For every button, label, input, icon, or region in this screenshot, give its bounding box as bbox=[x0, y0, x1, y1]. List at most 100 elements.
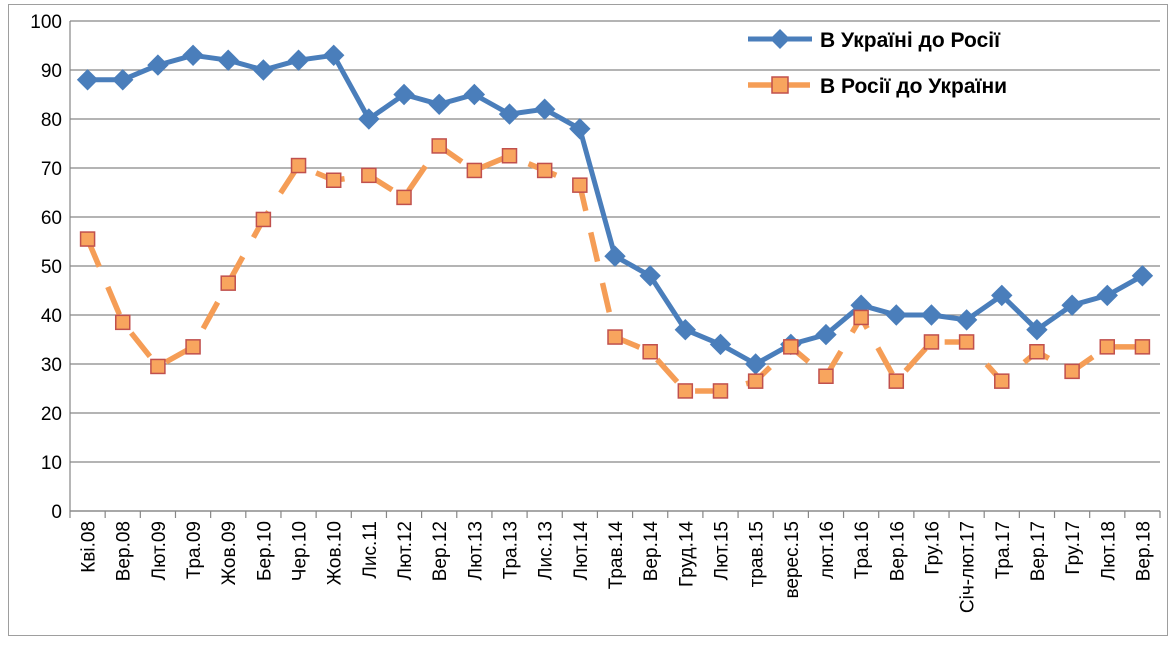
x-tick-label: Вер.18 bbox=[1133, 521, 1154, 581]
y-tick-label: 20 bbox=[41, 404, 62, 425]
data-point-ukraine-to-russia bbox=[569, 118, 591, 140]
y-tick-label: 100 bbox=[30, 12, 62, 33]
data-point-ukraine-to-russia bbox=[498, 103, 521, 125]
data-point-ukraine-to-russia bbox=[323, 44, 345, 67]
data-point-ukraine-to-russia bbox=[147, 54, 169, 76]
x-tick-label: Лют.14 bbox=[571, 521, 592, 581]
data-point-ukraine-to-russia bbox=[920, 304, 943, 326]
data-point-ukraine-to-russia bbox=[76, 69, 99, 91]
data-point-russia-to-ukraine bbox=[1064, 363, 1080, 380]
data-point-russia-to-ukraine bbox=[1029, 344, 1045, 360]
x-tick-label: Гру.16 bbox=[922, 521, 943, 575]
data-point-ukraine-to-russia bbox=[991, 284, 1013, 307]
data-point-ukraine-to-russia bbox=[182, 44, 204, 67]
data-point-russia-to-ukraine bbox=[466, 162, 483, 179]
x-tick-label: Тра.09 bbox=[184, 521, 205, 579]
data-point-russia-to-ukraine bbox=[923, 334, 940, 350]
data-point-ukraine-to-russia bbox=[463, 83, 486, 106]
data-point-ukraine-to-russia bbox=[1061, 294, 1083, 316]
legend-marker-russia-to-ukraine bbox=[771, 76, 789, 94]
x-tick-label: Трав.14 bbox=[606, 521, 627, 590]
data-point-russia-to-ukraine bbox=[220, 275, 236, 291]
data-point-ukraine-to-russia bbox=[217, 49, 239, 71]
y-tick-label: 70 bbox=[41, 159, 62, 180]
data-point-ukraine-to-russia bbox=[815, 323, 837, 346]
data-point-russia-to-ukraine bbox=[607, 329, 623, 345]
data-point-ukraine-to-russia bbox=[533, 98, 556, 120]
data-point-ukraine-to-russia bbox=[1026, 318, 1048, 341]
data-point-ukraine-to-russia bbox=[709, 333, 732, 356]
x-tick-label: Вер.08 bbox=[114, 521, 135, 581]
data-point-russia-to-ukraine bbox=[325, 172, 342, 188]
x-tick-label: Груд.14 bbox=[676, 521, 697, 587]
data-point-russia-to-ukraine bbox=[994, 373, 1010, 389]
data-point-russia-to-ukraine bbox=[958, 334, 975, 350]
x-tick-label: Вер.16 bbox=[887, 521, 908, 581]
y-tick-label: 80 bbox=[41, 110, 62, 131]
data-point-ukraine-to-russia bbox=[1096, 284, 1118, 307]
y-tick-label: 90 bbox=[41, 61, 62, 82]
x-tick-label: Лют.15 bbox=[711, 521, 732, 580]
x-tick-label: Кві.08 bbox=[79, 521, 100, 573]
data-point-russia-to-ukraine bbox=[396, 189, 412, 206]
data-point-russia-to-ukraine bbox=[185, 339, 201, 355]
data-point-russia-to-ukraine bbox=[150, 358, 166, 375]
data-point-russia-to-ukraine bbox=[572, 177, 588, 193]
legend-label-russia-to-ukraine: В Росії до України bbox=[820, 75, 1007, 98]
data-point-russia-to-ukraine bbox=[783, 339, 799, 355]
data-point-ukraine-to-russia bbox=[393, 83, 415, 106]
x-tick-label: Жов.10 bbox=[325, 521, 346, 585]
data-point-ukraine-to-russia bbox=[639, 265, 661, 287]
data-point-ukraine-to-russia bbox=[674, 318, 697, 341]
x-tick-label: Вер.17 bbox=[1028, 521, 1049, 581]
x-tick-label: Вер.12 bbox=[430, 521, 451, 581]
data-point-russia-to-ukraine bbox=[431, 138, 447, 154]
data-point-russia-to-ukraine bbox=[1099, 339, 1116, 355]
x-tick-label: Лис.13 bbox=[536, 521, 557, 580]
x-tick-label: Лют.12 bbox=[395, 521, 416, 580]
data-point-russia-to-ukraine bbox=[853, 309, 869, 326]
y-tick-label: 60 bbox=[41, 208, 62, 229]
x-tick-label: лют.16 bbox=[817, 521, 838, 579]
y-tick-label: 10 bbox=[41, 453, 62, 474]
series-line-ukraine-to-russia bbox=[87, 52, 1144, 367]
x-tick-label: Лют.09 bbox=[149, 521, 170, 580]
x-tick-label: Бер.10 bbox=[254, 521, 275, 581]
data-point-ukraine-to-russia bbox=[428, 93, 450, 116]
data-point-ukraine-to-russia bbox=[112, 69, 134, 91]
data-point-russia-to-ukraine bbox=[642, 344, 658, 360]
data-point-russia-to-ukraine bbox=[114, 314, 131, 331]
legend-marker-ukraine-to-russia bbox=[770, 29, 790, 49]
data-point-ukraine-to-russia bbox=[252, 59, 275, 81]
x-tick-label: Гру.17 bbox=[1063, 521, 1084, 575]
series-line-russia-to-ukraine bbox=[85, 143, 1143, 394]
y-tick-label: 40 bbox=[41, 306, 62, 327]
data-point-ukraine-to-russia bbox=[604, 245, 626, 267]
data-point-ukraine-to-russia bbox=[955, 309, 978, 331]
data-point-russia-to-ukraine bbox=[255, 211, 272, 228]
y-tick-label: 50 bbox=[41, 257, 62, 278]
x-tick-label: Жов.09 bbox=[219, 521, 240, 585]
data-point-ukraine-to-russia bbox=[287, 49, 310, 71]
x-tick-label: Тра.16 bbox=[852, 521, 873, 579]
x-tick-label: Вер.14 bbox=[641, 521, 662, 582]
data-point-russia-to-ukraine bbox=[290, 157, 307, 174]
x-tick-label: верес.15 bbox=[782, 521, 803, 599]
y-tick-label: 30 bbox=[41, 355, 62, 376]
x-tick-label: Січ-лют.17 bbox=[958, 521, 979, 613]
x-tick-label: Лис.11 bbox=[360, 521, 381, 579]
x-tick-label: трав.15 bbox=[747, 521, 768, 587]
data-point-russia-to-ukraine bbox=[712, 383, 729, 399]
data-point-russia-to-ukraine bbox=[361, 167, 377, 184]
data-point-ukraine-to-russia bbox=[358, 108, 380, 130]
x-tick-label: Тра.13 bbox=[501, 521, 522, 579]
legend-label-ukraine-to-russia: В Україні до Росії bbox=[820, 29, 1001, 52]
data-point-ukraine-to-russia bbox=[885, 304, 907, 326]
data-point-russia-to-ukraine bbox=[747, 373, 764, 389]
data-point-russia-to-ukraine bbox=[1134, 339, 1151, 355]
data-point-russia-to-ukraine bbox=[501, 148, 518, 164]
data-point-russia-to-ukraine bbox=[888, 373, 905, 389]
x-tick-label: Чер.10 bbox=[290, 521, 311, 581]
data-point-russia-to-ukraine bbox=[677, 383, 694, 399]
